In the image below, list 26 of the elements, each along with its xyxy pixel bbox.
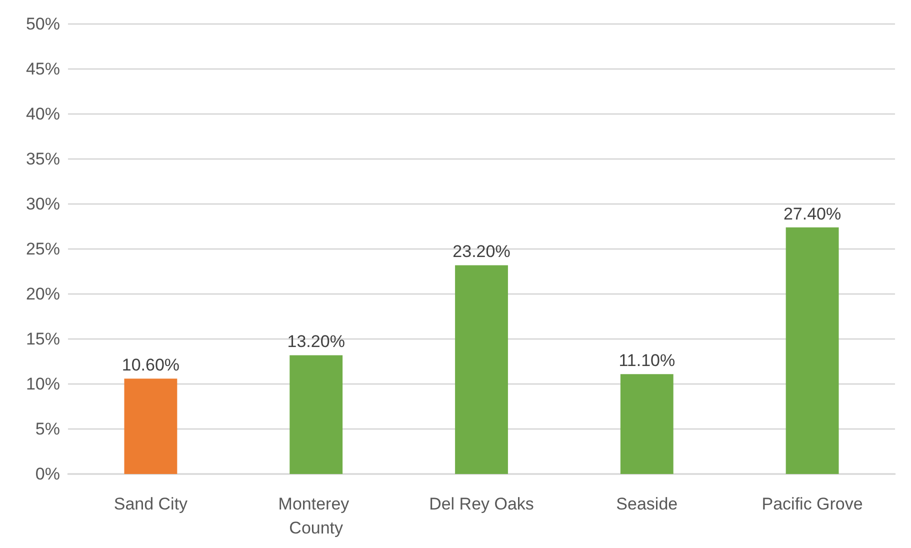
y-tick-label: 0%	[35, 464, 60, 484]
y-tick-label: 40%	[26, 104, 60, 124]
data-label: 23.20%	[452, 242, 510, 262]
y-tick-label: 10%	[26, 374, 60, 394]
x-tick-label: Seaside	[616, 494, 678, 514]
x-tick-label: Pacific Grove	[762, 494, 863, 514]
y-tick-label: 5%	[35, 420, 60, 438]
y-tick-label: 30%	[26, 194, 60, 214]
bar	[124, 378, 178, 474]
data-label: 11.10%	[618, 351, 676, 370]
x-tick-label: Sand City	[114, 494, 188, 514]
y-tick-label: 45%	[26, 60, 60, 78]
x-tick-label: Del Rey Oaks	[429, 494, 534, 514]
y-tick-label: 20%	[26, 284, 60, 304]
bar	[620, 374, 674, 474]
data-label: 10.60%	[122, 356, 180, 375]
y-tick-label: 25%	[26, 240, 60, 258]
bar	[290, 355, 343, 474]
data-label: 13.20%	[287, 332, 345, 352]
bar	[786, 227, 839, 474]
data-label: 27.40%	[783, 204, 842, 224]
y-tick-label: 35%	[26, 150, 60, 168]
y-tick-label: 50%	[26, 14, 60, 34]
x-tick-label: Monterey County	[278, 494, 354, 538]
bar	[455, 265, 508, 474]
y-tick-label: 15%	[26, 330, 60, 348]
